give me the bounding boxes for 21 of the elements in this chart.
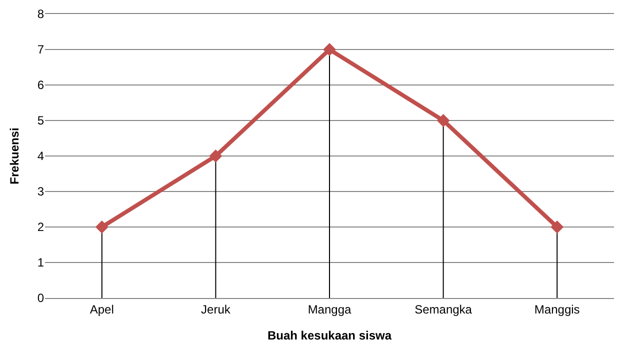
- y-tick-label: 2: [37, 220, 44, 234]
- y-tick-label: 7: [37, 42, 44, 57]
- x-tick-label: Apel: [90, 302, 114, 316]
- y-tick-label: 4: [37, 149, 44, 164]
- y-tick-label: 0: [37, 291, 44, 306]
- y-tick-label: 8: [37, 7, 44, 22]
- point: [323, 43, 336, 56]
- x-tick-label: Jeruk: [201, 302, 232, 316]
- x-axis-title: Buah kesukaan siswa: [267, 328, 392, 342]
- x-tick-label: Mangga: [308, 302, 352, 316]
- y-tick-label: 3: [37, 184, 44, 199]
- y-axis-title: Frekuensi: [8, 128, 22, 184]
- x-tick-label: Manggis: [534, 302, 580, 316]
- y-tick-label: 5: [37, 114, 44, 128]
- y-tick-label: 6: [37, 78, 44, 92]
- point: [209, 150, 222, 162]
- point: [436, 114, 450, 127]
- y-tick-label: 1: [37, 256, 44, 270]
- point: [95, 220, 108, 234]
- point: [550, 220, 564, 234]
- x-tick-label: Semangka: [414, 302, 472, 316]
